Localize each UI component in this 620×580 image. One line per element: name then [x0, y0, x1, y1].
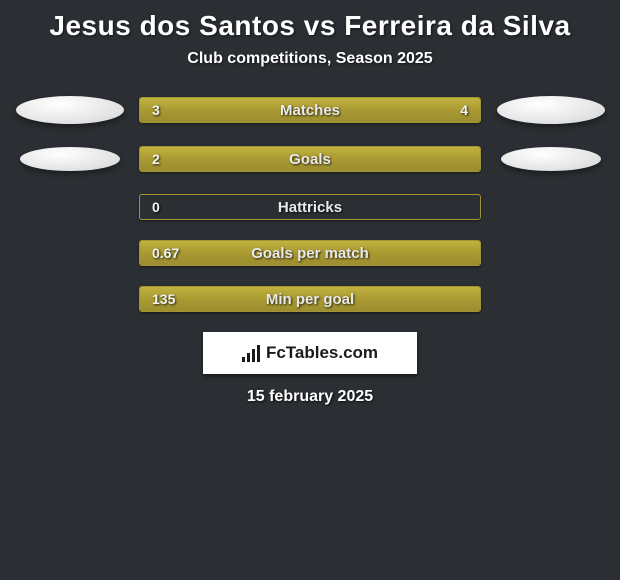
comparison-bar: Min per goal135	[139, 286, 481, 312]
metric-value-left: 0	[152, 195, 160, 219]
date-label: 15 february 2025	[0, 388, 620, 406]
avatar-slot-left	[0, 96, 139, 124]
metric-row: Goals2	[0, 146, 620, 172]
player-avatar-right	[497, 96, 605, 124]
metric-label: Hattricks	[140, 195, 480, 219]
bar-left-fill	[140, 287, 480, 311]
player-avatar-left	[20, 147, 120, 171]
avatar-slot-left	[0, 147, 139, 171]
comparison-bar: Goals2	[139, 146, 481, 172]
avatar-slot-right	[481, 96, 620, 124]
bar-right-fill	[276, 98, 480, 122]
metrics-list: Matches34 Goals2 Hattricks0 Goals per match…	[0, 96, 620, 312]
player-avatar-left	[16, 96, 124, 124]
logo-badge[interactable]: FcTables.com	[203, 332, 417, 374]
bar-left-fill	[140, 98, 276, 122]
comparison-card: Jesus dos Santos vs Ferreira da Silva Cl…	[0, 0, 620, 406]
logo-text: FcTables.com	[266, 343, 378, 363]
metric-row: Matches34	[0, 96, 620, 124]
comparison-bar: Goals per match0.67	[139, 240, 481, 266]
page-subtitle: Club competitions, Season 2025	[0, 50, 620, 68]
player-avatar-right	[501, 147, 601, 171]
bar-chart-icon	[242, 344, 260, 362]
bar-left-fill	[140, 147, 480, 171]
comparison-bar: Matches34	[139, 97, 481, 123]
bar-left-fill	[140, 241, 480, 265]
comparison-bar: Hattricks0	[139, 194, 481, 220]
avatar-slot-right	[481, 147, 620, 171]
page-title: Jesus dos Santos vs Ferreira da Silva	[0, 6, 620, 50]
